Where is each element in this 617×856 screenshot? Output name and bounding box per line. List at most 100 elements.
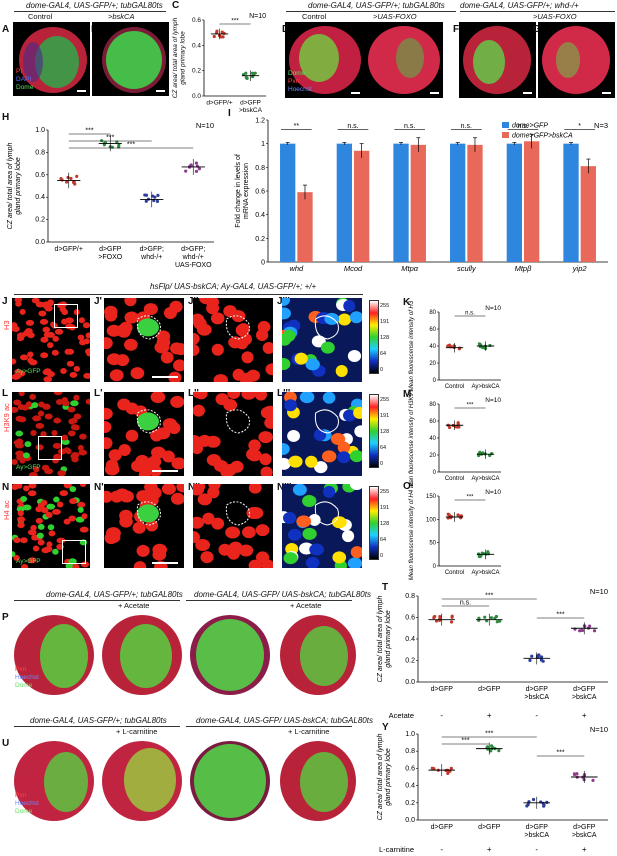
y-tick-label: 0.8 bbox=[35, 149, 45, 156]
sig-label: n.s. bbox=[461, 123, 472, 130]
y-tick-label: 0.6 bbox=[255, 189, 265, 196]
y-tick-label: 0.6 bbox=[35, 172, 45, 179]
y-tick-label: 40 bbox=[429, 436, 436, 442]
n-label: N=10 bbox=[196, 121, 214, 130]
y-tick-label: 80 bbox=[429, 402, 436, 408]
bar bbox=[524, 141, 540, 262]
data-point bbox=[542, 803, 546, 807]
y-tick-label: 0.2 bbox=[405, 658, 415, 665]
label-carnitine-X: + L-carnitine bbox=[288, 727, 330, 736]
micrograph-D: Dome Pxn Hoechst bbox=[285, 22, 364, 98]
label-acetate-Q: + Acetate bbox=[118, 601, 150, 610]
data-point bbox=[539, 658, 543, 662]
data-point bbox=[531, 797, 536, 802]
n-label: N=10 bbox=[590, 725, 608, 734]
ay-gfp-J: Ay>GFP bbox=[16, 368, 41, 375]
chart-K: 0 20 40 60 80 Mean fluorescense intensity of … bbox=[409, 300, 501, 391]
sig-label: n.s. bbox=[465, 311, 475, 317]
data-point bbox=[588, 624, 592, 628]
panel-label-N1: N' bbox=[94, 482, 104, 493]
panel-label-M: M bbox=[403, 389, 412, 400]
label-bsk: >bskCA bbox=[108, 12, 135, 21]
x-tick-label: Control bbox=[445, 384, 464, 390]
treatment-sign: - bbox=[440, 845, 443, 854]
label-acetate-S: + Acetate bbox=[290, 601, 322, 610]
data-point bbox=[493, 616, 497, 620]
stain-hoechst-D: Hoechst bbox=[288, 86, 312, 93]
micrograph-L bbox=[12, 392, 90, 476]
panel-label-K: K bbox=[403, 297, 411, 308]
bar bbox=[297, 192, 313, 262]
stain-hoechst-U: Hoechst bbox=[15, 800, 39, 807]
micrograph-L2 bbox=[193, 392, 273, 476]
data-point bbox=[447, 425, 452, 430]
data-point bbox=[434, 619, 439, 623]
data-point bbox=[583, 624, 587, 628]
data-point bbox=[215, 29, 219, 33]
y-axis-label: Mean fluorescense intensity of H3K9 ac bbox=[409, 390, 415, 486]
y-tick-label: 0.6 bbox=[192, 17, 201, 24]
sig-label: n.s. bbox=[460, 600, 471, 607]
treatment-sign: - bbox=[535, 711, 538, 720]
data-point bbox=[497, 749, 501, 753]
data-point bbox=[456, 421, 460, 425]
heat-scale-J bbox=[369, 300, 379, 374]
micrograph-U: Pxn Hoechst Dome bbox=[12, 738, 97, 824]
treatment-sign: - bbox=[535, 845, 538, 854]
stain-pxn-P: Pxn bbox=[15, 666, 27, 673]
data-point bbox=[489, 749, 493, 753]
y-axis-label: CZ area/ total area of lymphgland primar… bbox=[172, 17, 187, 98]
x-tick-label: Ay>bskCA bbox=[471, 570, 499, 576]
panel-label-A: A bbox=[2, 24, 10, 35]
sig-label: *** bbox=[231, 18, 239, 25]
y-axis-label: Mean fluorescense intensity of H4 ac bbox=[409, 482, 415, 580]
sig-label: *** bbox=[461, 738, 469, 745]
stain-dome: Dome bbox=[16, 84, 34, 91]
y-axis-label: CZ area/ total area of lymphgland primar… bbox=[377, 734, 392, 821]
data-point bbox=[477, 554, 481, 559]
data-point bbox=[477, 616, 481, 620]
label-foxo-G: >UAS-FOXO bbox=[533, 12, 577, 21]
panel-label-P: P bbox=[2, 612, 9, 623]
micrograph-J3-heatmap bbox=[282, 298, 362, 382]
x-tick-label: Control bbox=[445, 570, 464, 576]
data-point bbox=[528, 658, 532, 662]
bar bbox=[450, 143, 466, 262]
data-point bbox=[525, 804, 529, 808]
stain-pi: PI bbox=[16, 68, 23, 75]
data-point bbox=[580, 628, 584, 632]
x-tick-label: d>GFP/+ bbox=[55, 246, 83, 253]
chart-I: 0 0.2 0.4 0.6 0.8 1 1.2 Fold change in levels o… bbox=[235, 118, 608, 273]
data-point bbox=[450, 614, 454, 618]
panel-label-L: L bbox=[2, 388, 9, 399]
sig-label: *** bbox=[485, 731, 493, 738]
x-tick-label: d>GFP/+ bbox=[206, 100, 233, 107]
label-control-D: Control bbox=[302, 12, 327, 21]
bar bbox=[280, 143, 296, 262]
y-tick-label: 0.0 bbox=[35, 239, 45, 246]
x-tick-label: d>GFP >FOXO bbox=[98, 246, 122, 261]
data-point bbox=[144, 193, 149, 197]
x-tick-label: d>GFP >bskCA bbox=[524, 824, 549, 839]
data-point bbox=[156, 193, 160, 197]
micrograph-J bbox=[12, 298, 90, 382]
y-tick-label: 50 bbox=[429, 541, 436, 547]
y-tick-label: 1.0 bbox=[405, 731, 415, 738]
micrograph-L1 bbox=[104, 392, 184, 476]
n-label: N=3 bbox=[594, 121, 608, 130]
bar bbox=[393, 143, 409, 262]
sig-label: *** bbox=[485, 593, 493, 600]
sig-label: n.s. bbox=[347, 123, 358, 130]
heat-scale-N bbox=[369, 486, 379, 560]
y-axis-label: CZ area/ total area of lymphgland primar… bbox=[377, 596, 392, 683]
y-tick-label: 1.2 bbox=[255, 118, 265, 125]
label-control: Control bbox=[28, 12, 53, 21]
data-point bbox=[155, 199, 160, 203]
data-point bbox=[197, 167, 201, 171]
y-tick-label: 0.8 bbox=[255, 165, 265, 172]
data-point bbox=[117, 143, 121, 147]
y-tick-label: 0.4 bbox=[192, 42, 201, 49]
n-label: N=10 bbox=[249, 13, 266, 20]
data-point bbox=[575, 772, 579, 776]
x-tick-label: whd bbox=[289, 264, 304, 273]
